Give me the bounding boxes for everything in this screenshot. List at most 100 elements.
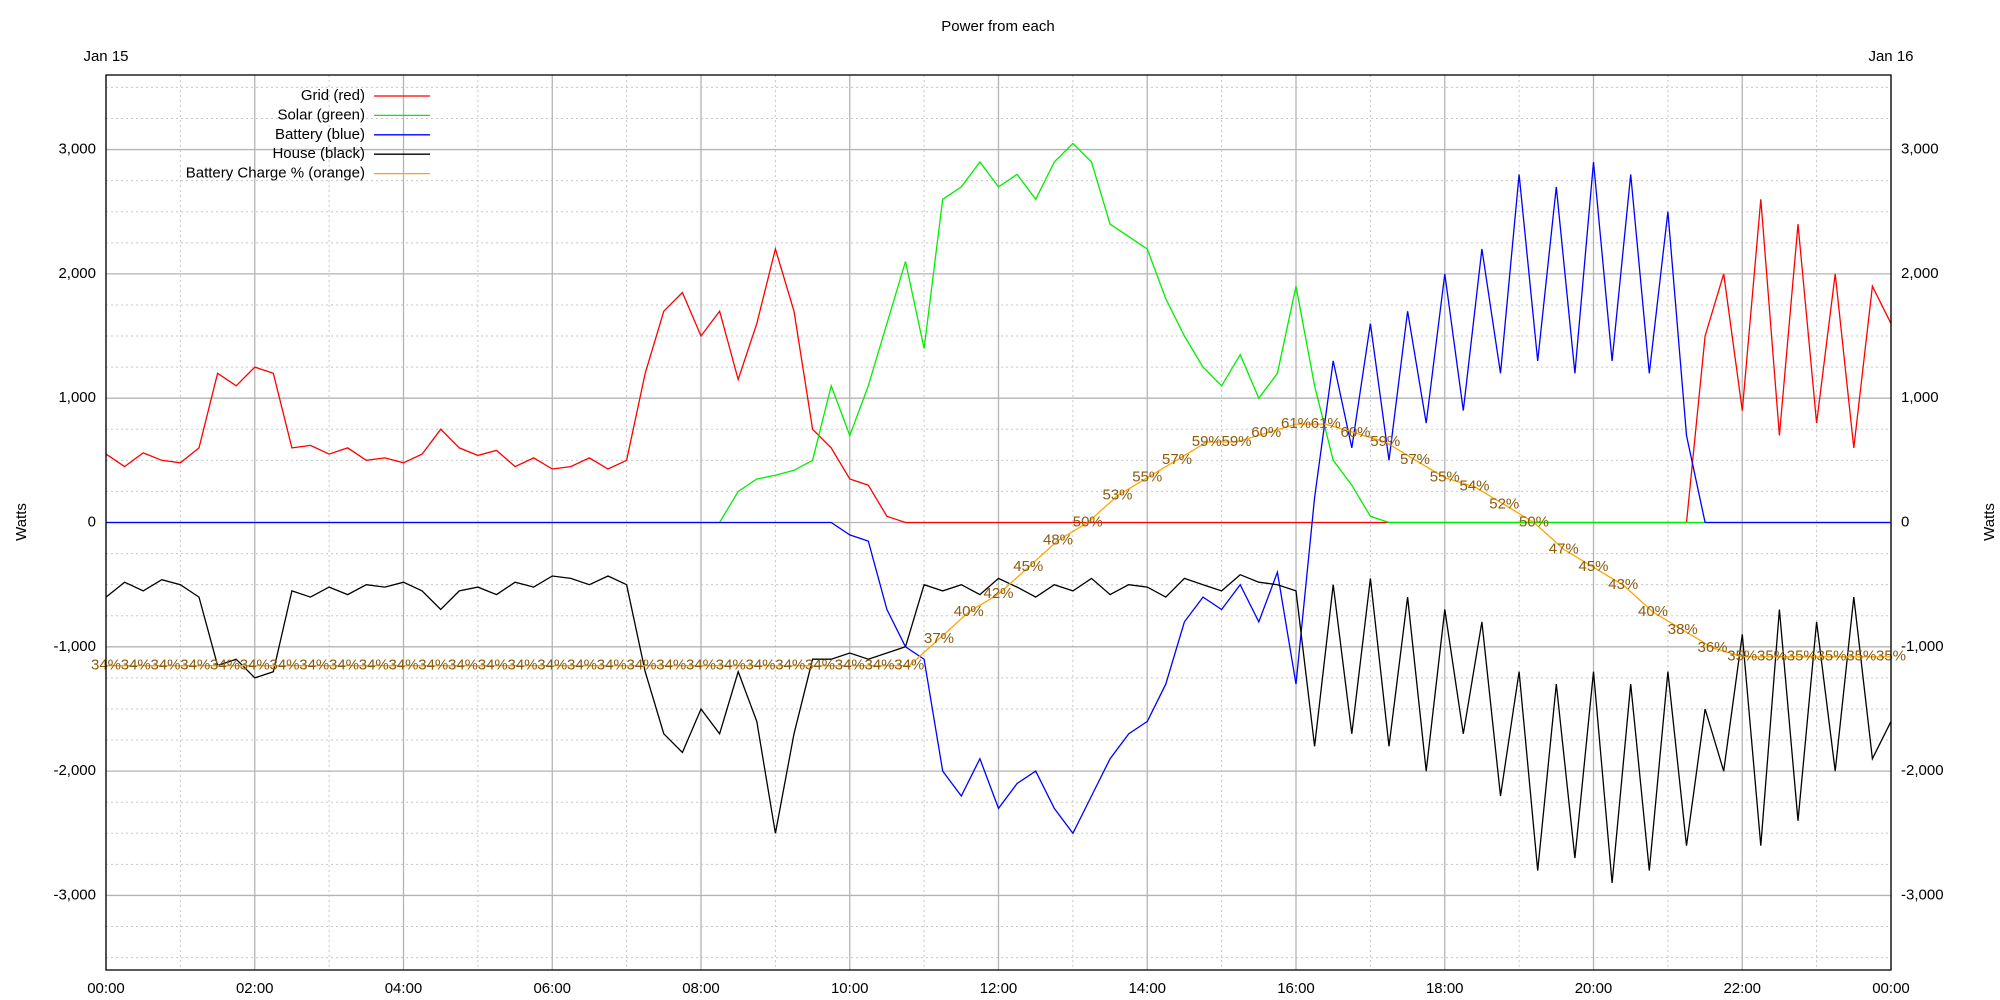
data-label: 38% [1668,621,1698,638]
data-label: 59% [1221,433,1251,450]
data-label: 52% [1489,496,1519,513]
data-label: 59% [1370,433,1400,450]
data-label: 34% [567,657,597,674]
data-label: 34% [686,657,716,674]
x2-tick-label: Jan 16 [1868,48,1913,65]
data-label: 50% [1073,513,1103,530]
y-tick-label: 0 [88,513,96,530]
x-tick-label: 00:00 [87,980,125,997]
data-label: 48% [1043,531,1073,548]
x2-tick-label: Jan 15 [83,48,128,65]
data-label: 54% [1459,478,1489,495]
data-label: 34% [805,657,835,674]
data-label: 35% [1727,648,1757,665]
x-tick-label: 18:00 [1426,980,1464,997]
chart-title: Power from each [941,18,1054,35]
y2-tick-label: 2,000 [1901,265,1939,282]
data-label: 34% [359,657,389,674]
y2-tick-label: -2,000 [1901,762,1944,779]
data-label: 34% [299,657,329,674]
y-tick-label: 1,000 [58,389,96,406]
data-label: 34% [180,657,210,674]
data-label: 36% [1697,639,1727,656]
x-tick-label: 22:00 [1723,980,1761,997]
data-label: 35% [1757,648,1787,665]
y2-tick-label: -1,000 [1901,638,1944,655]
data-label: 42% [983,585,1013,602]
series-line [106,423,1891,667]
x-tick-label: 02:00 [236,980,274,997]
plot-frame [105,74,1892,971]
data-label: 45% [1013,558,1043,575]
data-label: 34% [329,657,359,674]
y2-axis-label: Watts [1981,503,1998,541]
data-label: 34% [240,657,270,674]
legend-label: Battery (blue) [275,126,365,143]
data-label: 37% [924,630,954,647]
y-tick-label: 2,000 [58,265,96,282]
data-label: 35% [1846,648,1876,665]
data-label: 34% [537,657,567,674]
legend-label: House (black) [272,145,365,162]
data-label: 55% [1132,469,1162,486]
y2-tick-label: 3,000 [1901,141,1939,158]
y2-tick-label: 1,000 [1901,389,1939,406]
x-tick-label: 06:00 [533,980,571,997]
y-tick-label: -2,000 [53,762,96,779]
data-label: 34% [418,657,448,674]
data-label: 61% [1281,415,1311,432]
data-label: 34% [210,657,240,674]
data-label: 55% [1430,469,1460,486]
x-tick-label: 20:00 [1575,980,1613,997]
y2-tick-label: -3,000 [1901,886,1944,903]
series-line [105,573,1892,884]
data-label: 34% [656,657,686,674]
data-label: 34% [775,657,805,674]
data-label: 40% [1638,603,1668,620]
x-tick-label: 10:00 [831,980,869,997]
data-label: 34% [626,657,656,674]
legend-label: Solar (green) [277,106,365,123]
data-label: 34% [507,657,537,674]
data-label: 47% [1549,540,1579,557]
data-label: 60% [1251,424,1281,441]
data-label: 34% [448,657,478,674]
data-label: 45% [1578,558,1608,575]
data-label: 57% [1162,451,1192,468]
data-label: 34% [121,657,151,674]
data-label: 61% [1311,415,1341,432]
y2-tick-label: 0 [1901,513,1909,530]
data-label: 60% [1340,424,1370,441]
data-label: 57% [1400,451,1430,468]
x-tick-label: 08:00 [682,980,720,997]
x-tick-label: 14:00 [1128,980,1166,997]
data-label: 53% [1102,487,1132,504]
data-label: 34% [150,657,180,674]
data-label: 35% [1816,648,1846,665]
data-label: 43% [1608,576,1638,593]
data-label: 59% [1192,433,1222,450]
y-tick-label: -3,000 [53,886,96,903]
data-label: 34% [745,657,775,674]
data-label: 50% [1519,513,1549,530]
data-label: 34% [835,657,865,674]
data-label: 34% [269,657,299,674]
y-tick-label: -1,000 [53,638,96,655]
x-tick-label: 00:00 [1872,980,1910,997]
data-label: 34% [388,657,418,674]
data-label: 34% [597,657,627,674]
data-label: 34% [716,657,746,674]
series-line [106,161,1891,835]
data-label: 40% [954,603,984,620]
x-tick-label: 12:00 [980,980,1018,997]
data-label: 34% [478,657,508,674]
data-label: 34% [864,657,894,674]
legend-label: Battery Charge % (orange) [186,165,365,182]
legend-label: Grid (red) [301,87,365,104]
data-label: 35% [1787,648,1817,665]
y-tick-label: 3,000 [58,141,96,158]
x-tick-label: 16:00 [1277,980,1315,997]
y-axis-label: Watts [13,503,30,541]
data-label: 34% [894,657,924,674]
